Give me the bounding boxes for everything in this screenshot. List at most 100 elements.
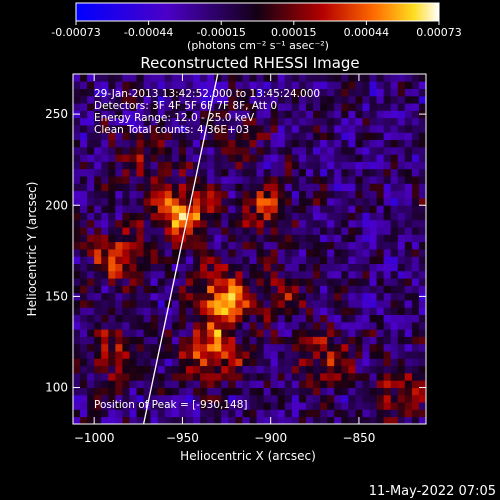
heatmap-cell — [327, 132, 335, 141]
heatmap-cell — [313, 307, 321, 316]
heatmap-cell — [101, 241, 109, 250]
heatmap-cell — [122, 219, 130, 228]
heatmap-cell — [284, 168, 293, 177]
heatmap-cell — [129, 176, 137, 184]
heatmap-cell — [404, 278, 413, 286]
heatmap-cell — [87, 227, 95, 235]
heatmap-cell — [214, 176, 222, 184]
heatmap-cell — [108, 110, 116, 119]
heatmap-cell — [207, 183, 215, 192]
heatmap-cell — [207, 278, 215, 286]
heatmap-cell — [171, 197, 180, 206]
heatmap-cell — [256, 307, 265, 316]
heatmap-cell — [256, 270, 265, 279]
heatmap-cell — [383, 263, 392, 272]
colorbar-tick-label: -0.00073 — [51, 26, 100, 39]
heatmap-cell — [256, 176, 265, 184]
heatmap-cell — [249, 402, 257, 410]
heatmap-cell — [334, 394, 342, 403]
heatmap-cell — [171, 292, 180, 301]
heatmap-cell — [341, 278, 349, 286]
heatmap-cell — [214, 154, 222, 162]
heatmap-cell — [298, 74, 307, 82]
heatmap-cell — [341, 263, 349, 272]
heatmap-cell — [200, 161, 208, 170]
heatmap-cell — [313, 409, 321, 418]
heatmap-cell — [383, 329, 392, 337]
heatmap-cell — [355, 329, 363, 337]
heatmap-cell — [115, 343, 123, 352]
heatmap-cell — [348, 300, 356, 308]
heatmap-cell — [313, 197, 321, 206]
heatmap-cell — [249, 365, 257, 374]
heatmap-cell — [157, 307, 166, 316]
heatmap-cell — [193, 190, 201, 199]
heatmap-cell — [214, 314, 222, 323]
annotation-clean-counts: Clean Total counts: 4.36E+03 — [94, 124, 249, 136]
heatmap-cell — [193, 146, 201, 155]
heatmap-cell — [178, 219, 187, 228]
heatmap-cell — [334, 329, 342, 337]
heatmap-cell — [263, 146, 272, 155]
heatmap-cell — [305, 190, 314, 199]
heatmap-cell — [193, 95, 201, 104]
heatmap-cell — [341, 95, 349, 104]
heatmap-cell — [143, 234, 152, 243]
heatmap-cell — [207, 205, 215, 213]
heatmap-cell — [87, 110, 95, 119]
annotation-detectors: Detectors: 3F 4F 5F 6F 7F 8F, Att 0 — [94, 100, 277, 112]
heatmap-cell — [94, 88, 102, 97]
heatmap-cell — [157, 161, 166, 170]
heatmap-cell — [115, 139, 123, 148]
heatmap-cell — [263, 161, 272, 170]
heatmap-cell — [115, 241, 123, 250]
heatmap-cell — [376, 81, 385, 89]
heatmap-cell — [249, 307, 257, 316]
heatmap-cell — [164, 321, 173, 330]
heatmap-cell — [383, 278, 392, 286]
heatmap-cell — [313, 241, 321, 250]
heatmap-cell — [327, 307, 335, 316]
heatmap-cell — [164, 88, 173, 97]
heatmap-cell — [108, 343, 116, 352]
heatmap-cell — [320, 314, 328, 323]
heatmap-cell — [164, 176, 173, 184]
heatmap-cell — [249, 329, 257, 337]
heatmap-cell — [327, 321, 335, 330]
heatmap-cell — [193, 270, 201, 279]
heatmap-cell — [277, 125, 286, 133]
heatmap-cell — [129, 205, 137, 213]
heatmap-cell — [73, 154, 81, 162]
heatmap-cell — [411, 336, 420, 345]
heatmap-cell — [171, 190, 180, 199]
heatmap-cell — [185, 241, 194, 250]
heatmap-cell — [390, 278, 399, 286]
heatmap-cell — [242, 219, 250, 228]
heatmap-cell — [376, 241, 385, 250]
heatmap-cell — [270, 372, 279, 381]
heatmap-cell — [341, 234, 349, 243]
heatmap-cell — [178, 205, 187, 213]
heatmap-cell — [87, 263, 95, 272]
heatmap-cell — [221, 292, 229, 301]
heatmap-cell — [80, 146, 88, 155]
heatmap-cell — [150, 351, 159, 359]
heatmap-cell — [298, 110, 307, 119]
heatmap-cell — [80, 336, 88, 345]
heatmap-cell — [115, 394, 123, 403]
heatmap-cell — [376, 183, 385, 192]
heatmap-cell — [256, 278, 265, 286]
heatmap-cell — [164, 256, 173, 264]
heatmap-cell — [73, 321, 81, 330]
heatmap-cell — [305, 241, 314, 250]
heatmap-cell — [171, 132, 180, 141]
heatmap-cell — [221, 263, 229, 272]
heatmap-cell — [207, 380, 215, 388]
heatmap-cell — [101, 132, 109, 141]
heatmap-cell — [87, 409, 95, 418]
heatmap-cell — [115, 117, 123, 126]
heatmap-cell — [108, 402, 116, 410]
heatmap-cell — [122, 380, 130, 388]
heatmap-cell — [122, 343, 130, 352]
heatmap-cell — [362, 300, 370, 308]
